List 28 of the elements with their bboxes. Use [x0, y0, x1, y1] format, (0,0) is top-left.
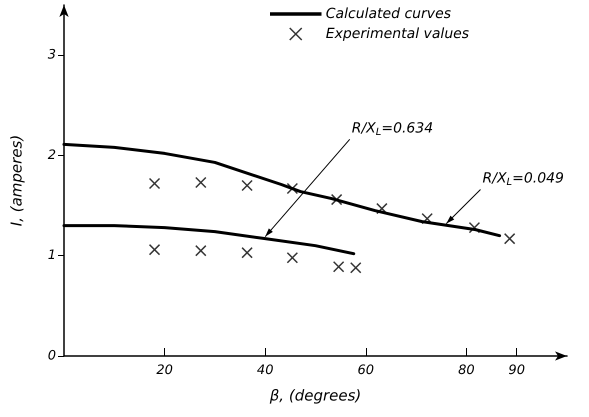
point — [286, 252, 298, 264]
point — [330, 194, 342, 206]
point — [376, 202, 388, 214]
point — [195, 176, 207, 188]
x-tick-label: 60 — [358, 363, 374, 378]
point — [468, 222, 480, 234]
point — [421, 212, 433, 224]
y-tick-label: 1 — [48, 248, 56, 264]
point — [241, 246, 253, 258]
x-tick-label: 40 — [256, 363, 274, 378]
x-axis-title: β, (degrees) — [268, 386, 362, 404]
point — [148, 178, 160, 190]
x-tick-label: 80 — [458, 363, 475, 378]
y-tick-label: 2 — [48, 148, 56, 163]
legend-label: Calculated curves — [326, 6, 451, 22]
x-tick-label: 20 — [156, 363, 173, 378]
point — [195, 244, 207, 256]
point — [350, 262, 362, 274]
point — [148, 244, 160, 256]
point — [286, 182, 298, 194]
y-tick-label: 3 — [48, 48, 56, 63]
legend-label: Experimental values — [326, 26, 470, 42]
point — [241, 180, 253, 192]
point — [504, 232, 516, 244]
x-tick-label: 90 — [508, 363, 525, 378]
y-tick-label: 0 — [48, 348, 56, 364]
y-axis-title: I, (amperes) — [8, 134, 26, 226]
point — [332, 260, 344, 272]
